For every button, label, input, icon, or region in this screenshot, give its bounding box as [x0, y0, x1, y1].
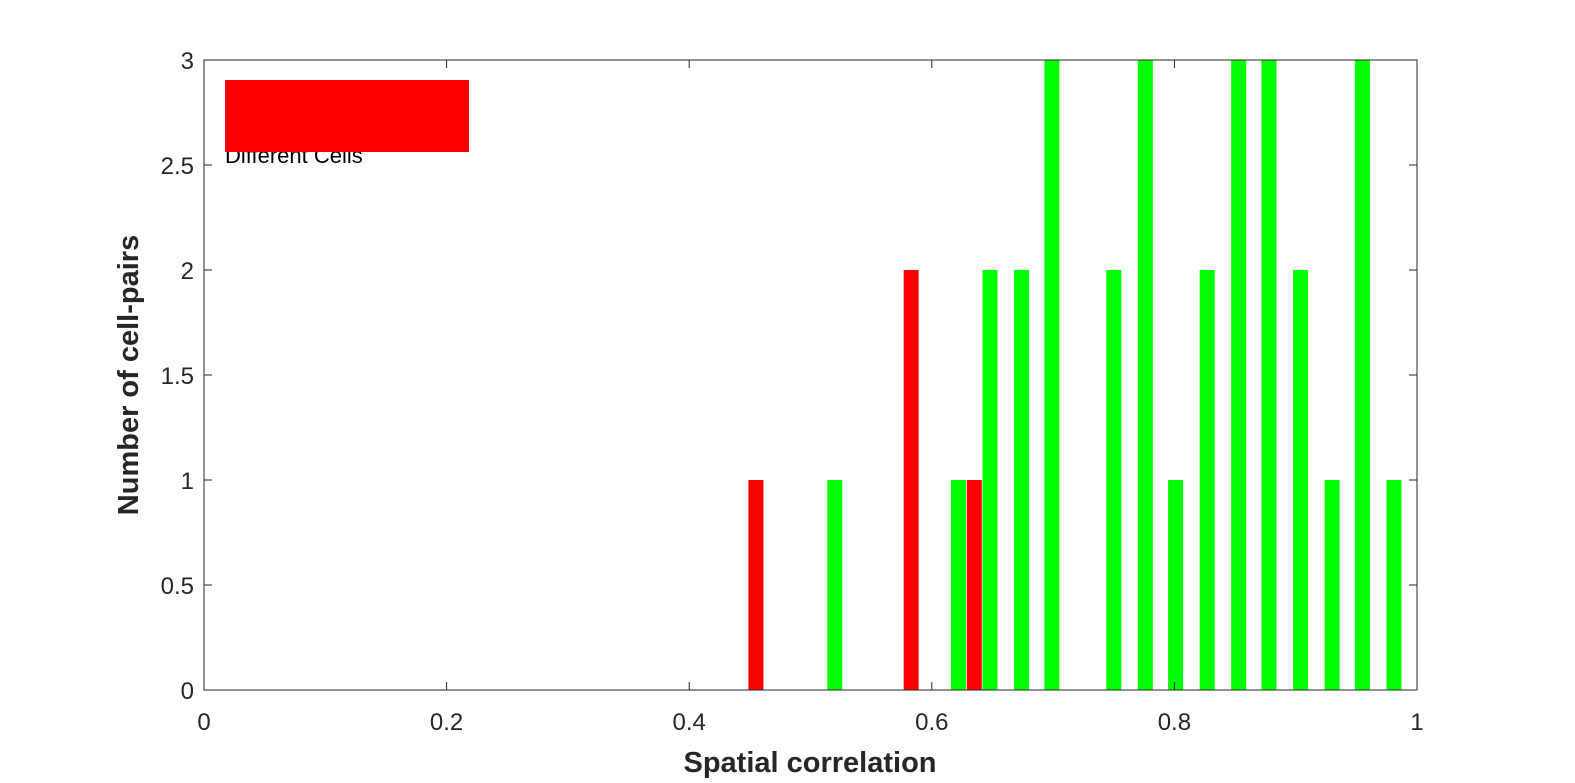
bar-series-1-6 [1137, 60, 1153, 690]
bar-series-0-2 [966, 480, 982, 690]
bar-series-1-9 [1231, 60, 1247, 690]
y-tick-label: 2 [181, 258, 194, 285]
legend-swatch [225, 80, 469, 152]
bar-series-1-4 [1044, 60, 1060, 690]
bar-series-0-1 [903, 270, 919, 690]
x-tick-label: 1 [1410, 709, 1423, 736]
x-tick-label: 0.2 [430, 709, 463, 736]
tick-labels-group: 0 0.2 0.4 0.6 0.8 1 0 0.5 1 1.5 2 2.5 3 [161, 48, 1424, 736]
y-tick-label: 2.5 [161, 153, 194, 180]
bar-series-1-3 [1014, 270, 1030, 690]
y-tick-label: 1 [181, 468, 194, 495]
y-tick-label: 3 [181, 48, 194, 75]
x-tick-label: 0.6 [915, 709, 948, 736]
bar-series-1-14 [1386, 480, 1402, 690]
bar-series-1-8 [1199, 270, 1215, 690]
bar-series-1-1 [951, 480, 966, 690]
bar-series-1-10 [1261, 60, 1277, 690]
x-axis-title: Spatial correlation [683, 747, 936, 779]
x-tick-label: 0.8 [1158, 709, 1191, 736]
bar-series-1-13 [1354, 60, 1370, 690]
y-tick-label: 0 [181, 678, 194, 705]
bar-series-1-11 [1293, 270, 1309, 690]
y-axis-title: Number of cell-pairs [113, 235, 145, 515]
y-tick-label: 1.5 [161, 363, 194, 390]
bar-series-0-0 [748, 480, 764, 690]
y-tick-label: 0.5 [161, 573, 194, 600]
bar-series-1-12 [1324, 480, 1340, 690]
bar-series-1-2 [982, 270, 998, 690]
bar-series-1-5 [1106, 270, 1122, 690]
bar-series-1-7 [1168, 480, 1184, 690]
x-tick-label: 0 [197, 709, 210, 736]
legend: Different Cells [225, 80, 469, 168]
ticks-group [203, 59, 1418, 691]
bars-group [748, 60, 1402, 690]
x-tick-label: 0.4 [673, 709, 706, 736]
bar-series-1-0 [827, 480, 843, 690]
